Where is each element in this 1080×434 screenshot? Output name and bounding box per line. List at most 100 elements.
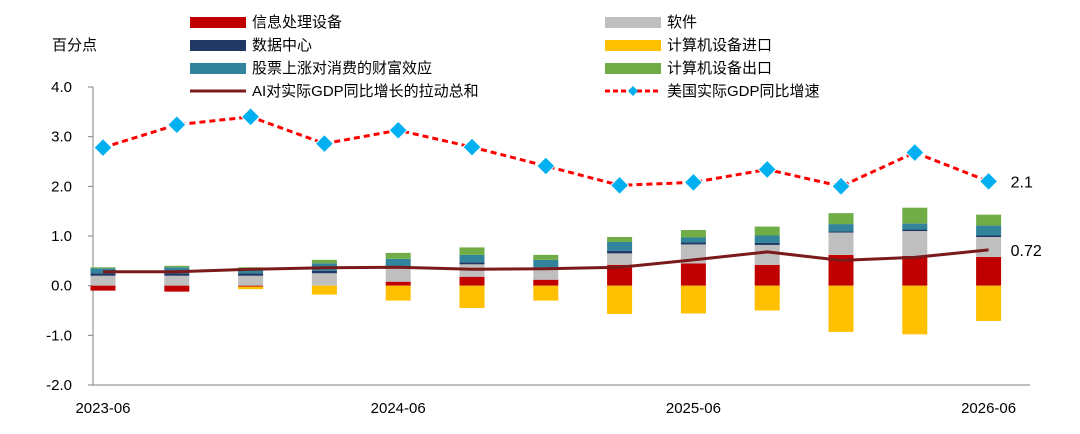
gdp-marker [314,133,335,154]
bar-software [828,232,854,255]
bar-info [533,279,559,286]
bar-stock [976,225,1002,236]
legend-item-gdp: 美国实际GDP同比增速 [605,83,820,100]
legend-item-ai_total: AI对实际GDP同比增长的拉动总和 [190,83,479,100]
bar-software [533,269,559,280]
bar-info [607,264,633,286]
x-tick-label: 2024-06 [371,400,426,417]
x-tick-label: 2026-06 [961,400,1016,417]
bar-software [311,273,337,286]
legend-item-info: 信息处理设备 [190,14,342,31]
bar-stock [828,224,854,232]
gdp-marker [831,176,851,197]
bar-export [385,252,411,259]
legend-label-export: 计算机设备出口 [667,59,772,77]
bar-import [976,285,1002,321]
bar-export [533,254,559,260]
data-label-ai_total: 0.72 [1011,243,1042,260]
bar-info [164,285,190,292]
y-tick-label: 4.0 [51,79,72,96]
bar-import [385,285,411,301]
bar-software [164,275,190,286]
legend-label-stock: 股票上涨对消费的财富效应 [252,59,432,77]
bar-import [902,285,928,335]
legend-item-stock: 股票上涨对消费的财富效应 [190,59,432,77]
legend-label-datacenter: 数据中心 [252,37,312,54]
bar-import [680,285,706,314]
y-tick-label: 1.0 [51,228,72,245]
gdp-marker [167,115,187,135]
annotations: 2.1 0.72 [1011,174,1042,260]
bar-info [680,263,706,286]
legend-swatch-export [605,63,661,74]
bar-import [754,285,780,311]
gdp-marker [683,172,704,193]
legend-item-import: 计算机设备进口 [605,36,772,54]
bar-info [902,255,928,286]
y-tick-label: -1.0 [46,327,72,344]
bar-stock [754,235,780,243]
y-axis: 4.0 3.0 2.0 1.0 0.0 -1.0 -2.0 [46,79,94,394]
legend-label-ai_total: AI对实际GDP同比增长的拉动总和 [252,83,479,100]
legend-swatch-datacenter [190,40,246,51]
bar-info [90,285,116,291]
bar-export [164,265,190,268]
y-axis-label: 百分点 [52,37,97,54]
bar-info [385,281,411,286]
bar-datacenter [902,229,928,232]
bar-datacenter [90,273,116,276]
bar-datacenter [976,235,1002,237]
gdp-marker [905,142,925,163]
gdp-marker [388,120,408,140]
legend-marker-gdp [628,86,638,96]
y-tick-label: 0.0 [51,278,72,295]
bars [90,207,1002,335]
bar-stock [902,223,928,230]
gdp-marker [462,137,482,157]
bar-import [533,285,559,301]
bar-import [459,285,485,309]
bar-export [828,213,854,225]
legend-item-export: 计算机设备出口 [605,59,772,77]
gdp-line [102,115,990,188]
legend-swatch-info [190,17,246,28]
bar-export [680,230,706,238]
bar-software [902,231,928,256]
legend-item-software: 软件 [605,14,697,31]
bar-datacenter [311,270,337,274]
legend-label-software: 软件 [667,14,697,31]
bar-export [976,214,1002,226]
bar-software [90,275,116,286]
bar-export [90,267,116,269]
bar-software [976,236,1002,257]
bar-software [385,268,411,282]
bar-import [828,285,854,332]
gdp-marker [609,175,630,196]
bar-stock [459,254,485,263]
legend-label-import: 计算机设备进口 [667,36,772,54]
ai-total-line [103,248,989,274]
gdp-marker [93,137,113,158]
bar-export [902,207,928,224]
bar-datacenter [607,250,633,254]
bar-import [311,285,337,295]
legend-swatch-software [605,17,661,28]
bar-datacenter [754,242,780,245]
bar-datacenter [459,262,485,265]
bar-stock [607,241,633,251]
x-axis: 2023-06 2024-06 2025-06 2026-06 [75,384,1030,417]
data-label-gdp: 2.1 [1011,174,1033,191]
legend-label-gdp: 美国实际GDP同比增速 [667,83,820,100]
bar-datacenter [828,231,854,233]
legend-label-info: 信息处理设备 [252,14,342,31]
y-tick-label: 2.0 [51,178,72,195]
bar-datacenter [680,242,706,245]
bar-datacenter [238,273,264,276]
bar-datacenter [164,273,190,276]
bar-import [238,286,264,290]
bar-export [311,259,337,264]
gdp-marker [978,171,999,192]
